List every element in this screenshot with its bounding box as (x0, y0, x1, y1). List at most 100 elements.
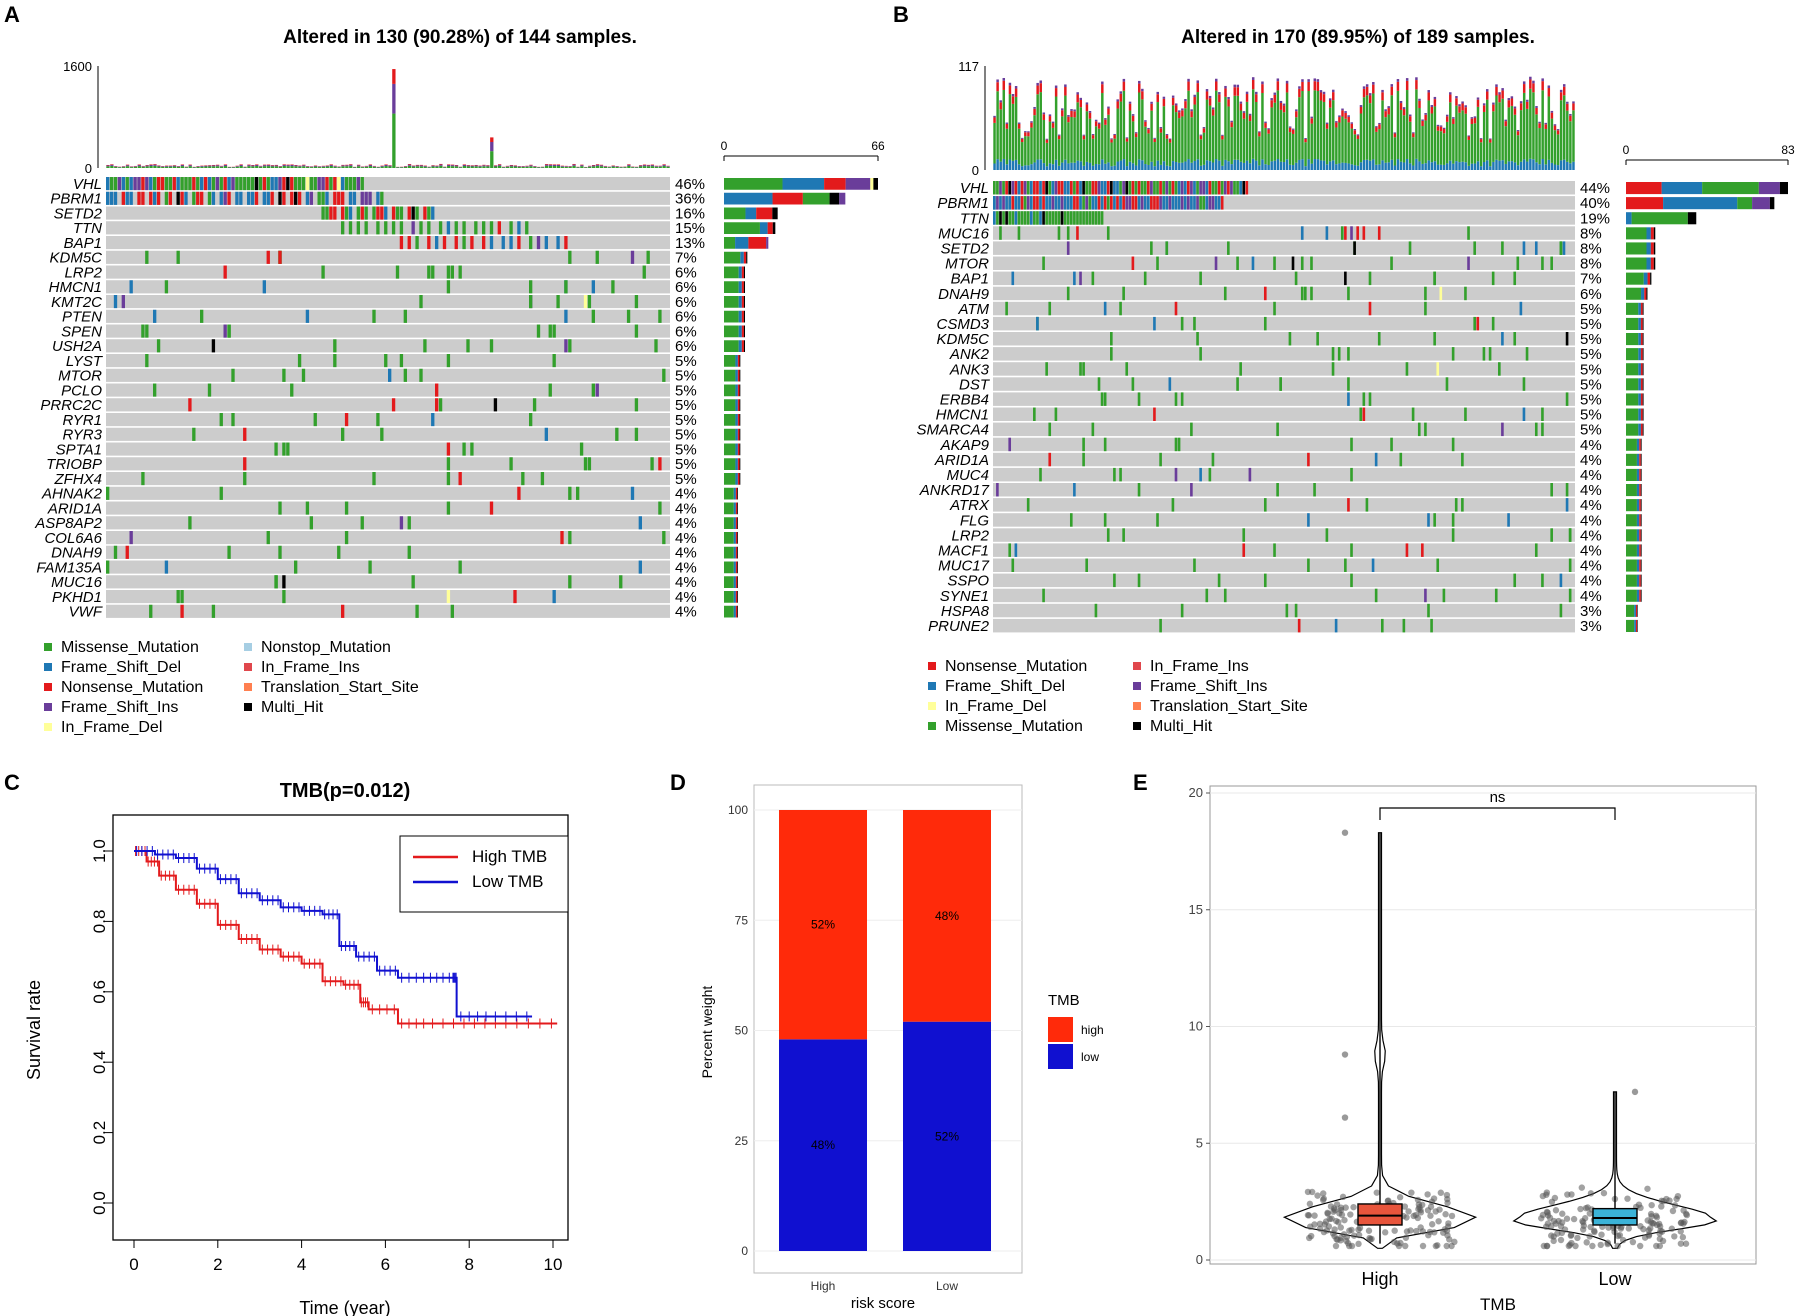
top-bar-segment (1341, 162, 1344, 170)
top-bar-segment (1101, 84, 1104, 94)
top-bar-segment (1196, 92, 1200, 160)
mutation-cell (1214, 181, 1218, 195)
mutation-cell (1097, 181, 1101, 195)
mutation-cell (1140, 196, 1144, 210)
gene-percent: 4% (1580, 467, 1602, 484)
side-bar-segment (1639, 559, 1641, 572)
gene-label: BAP1 (64, 235, 102, 252)
mutation-cell (446, 442, 451, 456)
mutation-cell (247, 191, 251, 205)
top-bar-segment (1526, 99, 1529, 102)
top-bar-segment (1230, 120, 1233, 123)
y-tick-label: 0.8 (90, 910, 109, 934)
mutation-cell (1119, 181, 1122, 195)
mutation-cell (1362, 226, 1366, 240)
top-bar-segment (125, 164, 130, 166)
mutation-cell (239, 177, 243, 191)
mutation-cell (1002, 181, 1005, 195)
mutation-cell (1461, 498, 1464, 512)
side-bar-segment (1653, 242, 1656, 255)
jitter-point (1413, 1227, 1420, 1235)
jitter-point (1668, 1225, 1676, 1232)
mutation-cell (1362, 392, 1366, 406)
top-bar-segment (1199, 165, 1203, 170)
mutation-cell (207, 383, 212, 397)
top-bar-segment (419, 166, 423, 168)
mutation-cell (129, 177, 133, 191)
top-bar-segment (631, 167, 635, 168)
side-bar-segment (1626, 348, 1639, 361)
mutation-cell (1350, 226, 1353, 240)
top-bar-tick-min: 0 (972, 163, 979, 178)
mutation-cell (207, 191, 212, 205)
mutation-cell (1159, 196, 1162, 210)
top-bar-segment (1255, 91, 1258, 95)
top-bar-segment (1168, 138, 1172, 140)
top-bar-segment (1298, 97, 1301, 160)
mutation-cell (544, 427, 548, 441)
jitter-point (1544, 1212, 1552, 1219)
top-bar-segment (1532, 83, 1535, 93)
top-bar-segment (1048, 116, 1052, 122)
top-bar-segment (1498, 160, 1501, 170)
top-bar-segment (1107, 108, 1110, 115)
top-bar-segment (1064, 87, 1067, 96)
top-bar-segment (1119, 93, 1123, 102)
top-bar-segment (290, 164, 294, 166)
x-tick-label: 4 (297, 1255, 306, 1274)
top-bar-segment (1036, 85, 1039, 95)
gene-label: MUC16 (51, 574, 103, 591)
top-bar-segment (1048, 163, 1052, 170)
mutation-cell (587, 295, 592, 309)
top-bar-segment (294, 165, 298, 167)
mutation-cell (113, 177, 118, 191)
mutation-cell (1122, 181, 1125, 195)
top-bar-segment (1159, 164, 1163, 170)
mutation-cell (1347, 392, 1350, 406)
jitter-point (1587, 1190, 1595, 1197)
side-bar-segment (738, 281, 742, 293)
mutation-cell (1066, 181, 1070, 195)
mutation-cell (313, 413, 317, 427)
mutation-cell (1211, 181, 1215, 195)
mutation-cell (462, 442, 466, 456)
mutation-cell (380, 191, 384, 205)
top-bar-segment (1064, 84, 1067, 88)
oncoplot-row-bg (106, 457, 670, 471)
top-bar-segment (1359, 162, 1363, 170)
top-bar-segment (1147, 133, 1150, 165)
mutation-cell (568, 575, 572, 589)
mutation-cell (219, 191, 223, 205)
bar-data-label: 52% (811, 918, 835, 932)
gene-label: SETD2 (54, 205, 103, 222)
top-bar-segment (1085, 102, 1089, 105)
oncoplot-row-bg (106, 191, 670, 205)
top-bar-segment (1415, 80, 1418, 90)
side-bar-segment (1635, 619, 1638, 632)
mutation-cell (1183, 196, 1187, 210)
mutation-cell (286, 177, 290, 191)
mutation-cell (587, 457, 592, 471)
mutation-cell (1344, 558, 1347, 572)
top-bar-segment (1184, 161, 1187, 170)
mutation-cell (399, 221, 404, 235)
mutation-cell (595, 383, 599, 397)
gene-percent: 3% (1580, 603, 1602, 620)
oncoplot-row-bg (106, 472, 670, 486)
oncoplot-row-bg (993, 347, 1575, 361)
mutation-cell (411, 221, 415, 235)
survival-curve-high (134, 850, 558, 1025)
mutation-cell (1347, 498, 1350, 512)
panel-label: B (893, 2, 909, 27)
top-bar-segment (1365, 86, 1369, 96)
top-bar-segment (474, 166, 478, 168)
top-bar-segment (1319, 160, 1323, 170)
side-bar-segment (724, 310, 739, 323)
top-bar-segment (1091, 134, 1095, 136)
mutation-cell (1069, 513, 1073, 527)
mutation-cell (278, 191, 282, 205)
mutation-cell (552, 590, 556, 604)
jitter-point (1314, 1192, 1321, 1199)
top-bar-segment (1344, 111, 1347, 113)
legend-swatch (1133, 662, 1141, 670)
